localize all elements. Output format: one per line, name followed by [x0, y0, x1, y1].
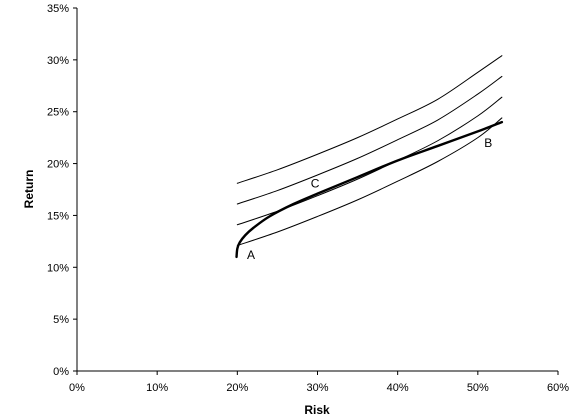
x-tick-label: 60%: [547, 382, 569, 394]
x-axis-title: Risk: [304, 403, 330, 417]
y-tick-label: 35%: [47, 3, 69, 15]
y-tick-label: 20%: [47, 159, 69, 171]
x-tick-label: 40%: [387, 382, 409, 394]
series-layer: [235, 55, 504, 259]
x-tick-label: 10%: [146, 382, 168, 394]
y-tick-label: 15%: [47, 210, 69, 222]
y-tick-label: 5%: [53, 314, 69, 326]
y-tick-label: 30%: [47, 55, 69, 67]
x-axis-ticks: 0% 10% 20% 30% 40% 50% 60%: [69, 371, 569, 394]
curve-3: [236, 96, 503, 226]
x-tick-label: 20%: [226, 382, 248, 394]
point-label-c: C: [311, 176, 320, 190]
y-tick-label: 25%: [47, 107, 69, 119]
x-tick-label: 30%: [306, 382, 328, 394]
y-axis-title: Return: [22, 170, 36, 209]
x-tick-label: 50%: [467, 382, 489, 394]
curve-1: [236, 55, 503, 184]
point-label-a: A: [247, 248, 255, 262]
y-tick-label: 0%: [53, 366, 69, 378]
y-tick-label: 10%: [47, 262, 69, 274]
y-axis-ticks: 0% 5% 10% 15% 20% 25% 30% 35%: [47, 3, 77, 378]
x-tick-label: 0%: [69, 382, 85, 394]
annotation-layer: A B C: [247, 136, 492, 262]
point-label-b: B: [484, 136, 492, 150]
curve-4: [236, 117, 503, 247]
efficient-frontier-curve: [235, 120, 504, 259]
curve-2: [236, 75, 503, 205]
